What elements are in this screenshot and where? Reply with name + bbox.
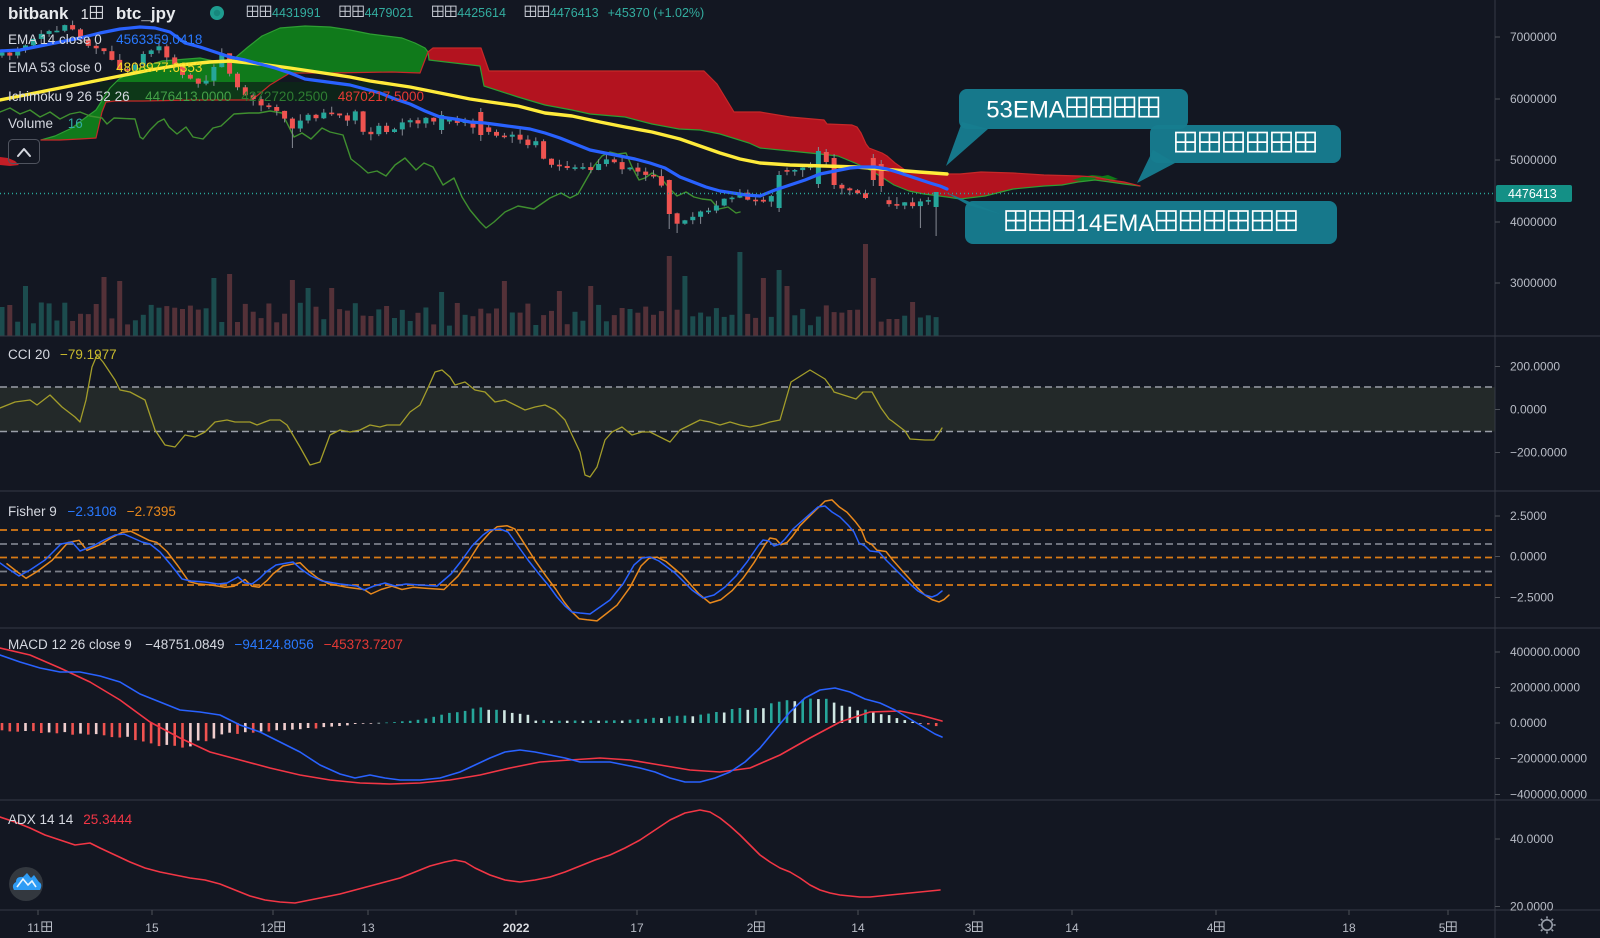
svg-text:4425614: 4425614 [457, 6, 506, 20]
svg-text:3: 3 [965, 921, 972, 935]
svg-text:25.3444: 25.3444 [83, 812, 132, 827]
svg-text:7000000: 7000000 [1510, 30, 1557, 44]
svg-text:ADX 14 14: ADX 14 14 [8, 812, 74, 827]
svg-text:−48751.0849: −48751.0849 [145, 637, 224, 652]
svg-text:MACD 12 26 close 9: MACD 12 26 close 9 [8, 637, 132, 652]
svg-text:−400000.0000: −400000.0000 [1510, 788, 1587, 802]
svg-text:Volume: Volume [8, 116, 53, 131]
svg-text:0.0000: 0.0000 [1510, 403, 1547, 417]
svg-text:4272720.2500: 4272720.2500 [241, 89, 327, 104]
svg-text:−79.1977: −79.1977 [60, 347, 117, 362]
svg-text:1: 1 [81, 6, 89, 23]
svg-text:4431991: 4431991 [272, 6, 321, 20]
svg-text:16: 16 [68, 116, 83, 131]
svg-text:2.5000: 2.5000 [1510, 509, 1547, 523]
svg-text:17: 17 [630, 921, 644, 935]
svg-text:14: 14 [851, 921, 865, 935]
svg-text:Fisher 9: Fisher 9 [8, 504, 57, 519]
svg-text:14: 14 [1065, 921, 1079, 935]
svg-text:+45370 (+1.02%): +45370 (+1.02%) [608, 6, 705, 20]
svg-text:4479021: 4479021 [365, 6, 414, 20]
svg-text:4870217.5000: 4870217.5000 [338, 89, 424, 104]
svg-text:11: 11 [27, 921, 40, 935]
svg-text:−45373.7207: −45373.7207 [324, 637, 403, 652]
svg-text:5000000: 5000000 [1510, 153, 1557, 167]
svg-text:−2.7395: −2.7395 [127, 504, 176, 519]
svg-text:18: 18 [1342, 921, 1356, 935]
svg-text:4476413: 4476413 [1508, 187, 1557, 201]
svg-text:4476413.0000: 4476413.0000 [145, 89, 231, 104]
svg-text:−200.0000: −200.0000 [1510, 446, 1567, 460]
svg-text:EMA 53 close 0: EMA 53 close 0 [8, 60, 102, 75]
svg-text:−94124.8056: −94124.8056 [235, 637, 314, 652]
svg-text:4808977.6353: 4808977.6353 [116, 60, 202, 75]
svg-text:bitbank: bitbank [8, 4, 69, 23]
svg-text:2: 2 [747, 921, 754, 935]
svg-text:3000000: 3000000 [1510, 276, 1557, 290]
svg-text:5: 5 [1439, 921, 1446, 935]
svg-text:btc_jpy: btc_jpy [116, 4, 176, 23]
svg-text:200.0000: 200.0000 [1510, 360, 1560, 374]
svg-text:40.0000: 40.0000 [1510, 832, 1554, 846]
svg-text:4: 4 [1207, 921, 1214, 935]
svg-text:53EMA: 53EMA [986, 97, 1065, 124]
svg-text:6000000: 6000000 [1510, 92, 1557, 106]
svg-text:2022: 2022 [503, 921, 530, 935]
svg-text:CCI 20: CCI 20 [8, 347, 50, 362]
svg-text:400000.0000: 400000.0000 [1510, 645, 1580, 659]
svg-text:4563359.0418: 4563359.0418 [116, 32, 202, 47]
svg-text:15: 15 [145, 921, 159, 935]
svg-text:13: 13 [361, 921, 375, 935]
svg-text:0.0000: 0.0000 [1510, 716, 1547, 730]
svg-text:20.0000: 20.0000 [1510, 900, 1554, 914]
svg-text:4476413: 4476413 [550, 6, 599, 20]
svg-text:200000.0000: 200000.0000 [1510, 681, 1580, 695]
svg-text:EMA 14 close 0: EMA 14 close 0 [8, 32, 102, 47]
svg-text:−2.5000: −2.5000 [1510, 591, 1554, 605]
svg-text:−2.3108: −2.3108 [68, 504, 117, 519]
svg-text:4000000: 4000000 [1510, 215, 1557, 229]
svg-text:0.0000: 0.0000 [1510, 550, 1547, 564]
svg-text:Ichimoku 9 26 52 26: Ichimoku 9 26 52 26 [8, 89, 130, 104]
svg-text:−200000.0000: −200000.0000 [1510, 752, 1587, 766]
svg-text:14EMA: 14EMA [1076, 210, 1155, 237]
svg-text:12: 12 [260, 921, 274, 935]
